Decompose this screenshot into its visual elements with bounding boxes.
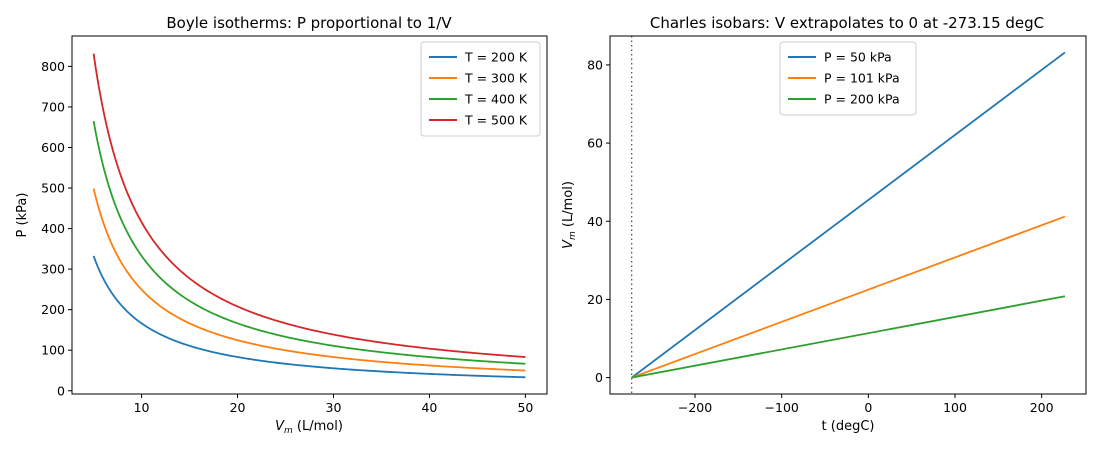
right-series-group (631, 36, 1066, 394)
left-y-tick-label: 800 (41, 59, 65, 74)
right-x-tick-label: −100 (765, 400, 799, 415)
boyle-chart: Boyle isotherms: P proportional to 1/V 1… (15, 14, 548, 436)
right-legend-label: P = 200 kPa (824, 92, 900, 107)
left-series-line (92, 120, 526, 365)
right-y-tick-label: 60 (587, 136, 603, 151)
left-y-tick-label: 400 (41, 221, 65, 236)
left-series-line (92, 53, 526, 358)
left-y-tick-label: 700 (41, 99, 65, 114)
left-y-axis-label: P (kPa) (15, 193, 30, 238)
charles-chart: Charles isobars: V extrapolates to 0 at … (561, 14, 1087, 434)
right-plot-frame (609, 35, 1087, 395)
left-legend-label: T = 500 K (464, 113, 528, 128)
right-y-axis-label: Vm (L/mol) (561, 181, 578, 249)
left-y-tick-label: 600 (41, 140, 65, 155)
right-legend-box (779, 41, 917, 116)
left-x-tick-label: 50 (517, 400, 533, 415)
right-y-tick-label: 40 (587, 214, 603, 229)
left-chart-title: Boyle isotherms: P proportional to 1/V (166, 14, 452, 32)
left-x-tick-label: 20 (230, 400, 246, 415)
right-x-tick-label: 200 (1030, 400, 1054, 415)
right-legend-label: P = 101 kPa (824, 71, 900, 86)
left-legend-label: T = 300 K (464, 71, 528, 86)
right-y-tick-label: 80 (587, 57, 603, 72)
left-legend-label: T = 200 K (464, 50, 528, 65)
right-series-line (631, 51, 1066, 379)
left-y-tick-label: 200 (41, 302, 65, 317)
left-y-tick-label: 0 (57, 383, 65, 398)
right-x-tick-label: 100 (943, 400, 967, 415)
left-y-tick-label: 300 (41, 262, 65, 277)
left-x-axis-label: Vm (L/mol) (275, 419, 343, 436)
right-x-axis-label: t (degC) (822, 419, 875, 434)
right-y-tick-label: 0 (595, 370, 603, 385)
left-y-tick-label: 100 (41, 343, 65, 358)
right-x-tick-label: 0 (864, 400, 872, 415)
left-series-group (92, 53, 526, 379)
right-y-tick-label: 20 (587, 292, 603, 307)
left-series-line (92, 255, 526, 379)
right-legend: P = 50 kPa P = 101 kPa P = 200 kPa (779, 41, 917, 116)
left-x-tick-label: 10 (134, 400, 150, 415)
left-legend-box (420, 41, 541, 137)
right-series-line (631, 295, 1066, 379)
left-y-tick-label: 500 (41, 181, 65, 196)
right-chart-title: Charles isobars: V extrapolates to 0 at … (650, 14, 1044, 32)
left-plot-frame (71, 35, 548, 395)
right-series-line (631, 215, 1066, 379)
left-x-tick-label: 30 (326, 400, 342, 415)
right-x-tick-label: −200 (678, 400, 712, 415)
left-legend: T = 200 K T = 300 K T = 400 K T = 500 K (420, 41, 541, 137)
left-x-tick-label: 40 (421, 400, 437, 415)
left-series-line (92, 188, 526, 372)
left-legend-label: T = 400 K (464, 92, 528, 107)
right-legend-label: P = 50 kPa (824, 50, 892, 65)
